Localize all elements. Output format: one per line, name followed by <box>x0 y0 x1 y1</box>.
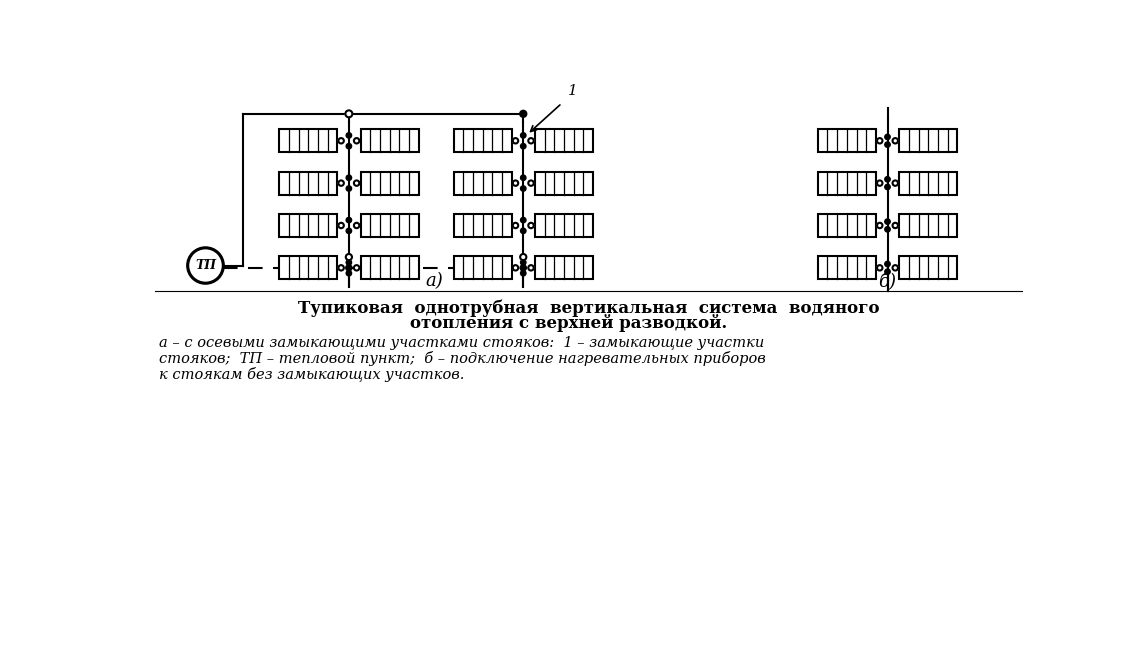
Circle shape <box>520 259 526 265</box>
Circle shape <box>520 265 526 271</box>
Circle shape <box>520 133 526 138</box>
Circle shape <box>347 133 351 138</box>
Bar <box>279 214 338 237</box>
Text: а – с осевыми замыкающими участками стояков:  1 – замыкающие участки: а – с осевыми замыкающими участками стоя… <box>160 336 765 350</box>
Bar <box>817 129 876 152</box>
Text: к стоякам без замыкающих участков.: к стоякам без замыкающих участков. <box>160 367 465 382</box>
Circle shape <box>528 138 534 144</box>
Circle shape <box>513 181 518 186</box>
Circle shape <box>346 111 352 117</box>
Bar <box>535 171 594 195</box>
Circle shape <box>885 219 890 225</box>
Circle shape <box>347 270 351 276</box>
Circle shape <box>885 261 890 267</box>
Circle shape <box>520 111 527 117</box>
Circle shape <box>339 181 344 186</box>
Circle shape <box>347 186 351 192</box>
Text: Тупиковая  однотрубная  вертикальная  система  водяного: Тупиковая однотрубная вертикальная систе… <box>297 299 879 316</box>
Circle shape <box>339 138 344 144</box>
Text: стояков;  ТП – тепловой пункт;  б – подключение нагревательных приборов: стояков; ТП – тепловой пункт; б – подклю… <box>160 351 766 366</box>
Circle shape <box>877 138 883 144</box>
Circle shape <box>354 223 359 228</box>
Circle shape <box>354 138 359 144</box>
Circle shape <box>885 142 890 148</box>
Circle shape <box>347 259 351 265</box>
Circle shape <box>347 217 351 223</box>
Circle shape <box>346 265 352 271</box>
Circle shape <box>346 254 352 260</box>
Text: а): а) <box>425 272 443 290</box>
Text: отопления с верхней разводкой.: отопления с верхней разводкой. <box>410 314 728 333</box>
Circle shape <box>885 269 890 274</box>
Bar <box>817 171 876 195</box>
Bar <box>535 214 594 237</box>
Bar <box>279 171 338 195</box>
Circle shape <box>885 226 890 232</box>
Circle shape <box>528 181 534 186</box>
Circle shape <box>520 254 526 260</box>
Bar <box>360 256 419 280</box>
Bar <box>453 214 512 237</box>
Circle shape <box>347 228 351 234</box>
Bar <box>817 214 876 237</box>
Circle shape <box>520 186 526 192</box>
Bar <box>360 129 419 152</box>
Circle shape <box>513 265 518 270</box>
Circle shape <box>347 175 351 181</box>
Circle shape <box>877 223 883 228</box>
Bar <box>899 256 957 280</box>
Bar <box>279 129 338 152</box>
Bar <box>899 129 957 152</box>
Circle shape <box>354 265 359 270</box>
Circle shape <box>347 144 351 149</box>
Circle shape <box>892 181 898 186</box>
Text: 1: 1 <box>568 84 577 98</box>
Circle shape <box>513 223 518 228</box>
Text: ТП: ТП <box>195 259 216 272</box>
Circle shape <box>354 181 359 186</box>
Bar <box>817 256 876 280</box>
Circle shape <box>513 138 518 144</box>
Bar <box>453 129 512 152</box>
Circle shape <box>528 265 534 270</box>
Bar <box>899 214 957 237</box>
Circle shape <box>520 270 526 276</box>
Circle shape <box>892 138 898 144</box>
Circle shape <box>885 177 890 182</box>
Circle shape <box>892 223 898 228</box>
Bar <box>360 171 419 195</box>
Circle shape <box>339 265 344 270</box>
Bar <box>453 256 512 280</box>
Circle shape <box>877 265 883 270</box>
Bar <box>279 256 338 280</box>
Bar <box>535 129 594 152</box>
Text: б): б) <box>878 272 897 290</box>
Bar <box>535 256 594 280</box>
Circle shape <box>892 265 898 270</box>
Circle shape <box>528 223 534 228</box>
Circle shape <box>520 228 526 234</box>
Bar <box>360 214 419 237</box>
Circle shape <box>520 175 526 181</box>
Bar <box>453 171 512 195</box>
Circle shape <box>885 184 890 190</box>
Circle shape <box>877 181 883 186</box>
Circle shape <box>520 144 526 149</box>
Circle shape <box>520 217 526 223</box>
Circle shape <box>187 248 224 283</box>
Circle shape <box>339 223 344 228</box>
Circle shape <box>885 134 890 140</box>
Bar <box>899 171 957 195</box>
